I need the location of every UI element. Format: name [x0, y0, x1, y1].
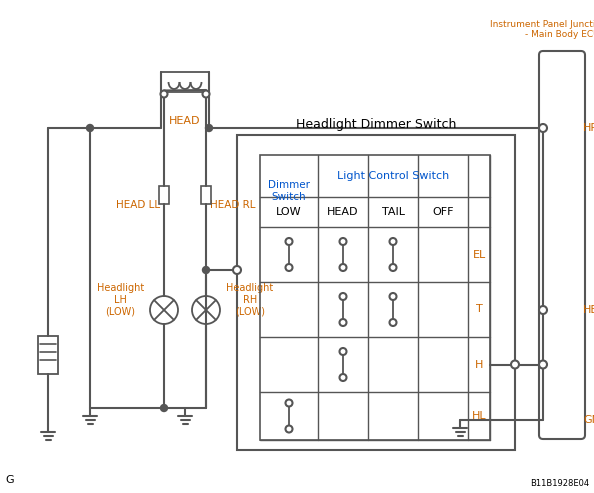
Circle shape — [340, 374, 346, 381]
Text: HEAD: HEAD — [327, 207, 359, 217]
Circle shape — [203, 267, 210, 274]
Circle shape — [340, 319, 346, 326]
Circle shape — [539, 124, 547, 132]
Circle shape — [390, 319, 397, 326]
Text: G: G — [5, 475, 14, 485]
Circle shape — [340, 348, 346, 355]
Bar — [260, 155, 490, 440]
Text: HL: HL — [472, 411, 486, 421]
Circle shape — [539, 306, 547, 314]
Text: T: T — [476, 305, 482, 315]
Bar — [38, 336, 58, 374]
Text: HRLY: HRLY — [583, 123, 594, 133]
Text: Headlight
LH
(LOW): Headlight LH (LOW) — [97, 283, 144, 317]
Text: Headlight Dimmer Switch: Headlight Dimmer Switch — [296, 118, 456, 131]
Text: Headlight
RH
(LOW): Headlight RH (LOW) — [226, 283, 273, 317]
Text: HEAD: HEAD — [169, 116, 201, 126]
Circle shape — [340, 293, 346, 300]
Text: OFF: OFF — [432, 207, 454, 217]
Circle shape — [539, 360, 547, 368]
Circle shape — [390, 293, 397, 300]
Text: HEAD: HEAD — [583, 305, 594, 315]
Text: TAIL: TAIL — [381, 207, 405, 217]
Circle shape — [286, 264, 292, 271]
Text: Light Control Switch: Light Control Switch — [337, 171, 449, 181]
Circle shape — [286, 399, 292, 407]
Circle shape — [160, 404, 168, 412]
Text: HEAD RL: HEAD RL — [210, 200, 255, 210]
Circle shape — [340, 238, 346, 245]
Circle shape — [87, 125, 93, 132]
Circle shape — [286, 238, 292, 245]
Circle shape — [390, 238, 397, 245]
Text: GND1: GND1 — [583, 415, 594, 425]
Circle shape — [390, 264, 397, 271]
Text: Dimmer
Switch: Dimmer Switch — [268, 180, 310, 202]
Circle shape — [203, 91, 210, 98]
Bar — [161, 72, 209, 92]
Text: HEAD LL: HEAD LL — [116, 200, 160, 210]
Text: Instrument Panel Junction Block: Instrument Panel Junction Block — [490, 20, 594, 29]
Bar — [237, 135, 515, 450]
Text: B11B1928E04: B11B1928E04 — [530, 479, 589, 488]
Text: LOW: LOW — [276, 207, 302, 217]
Circle shape — [286, 425, 292, 432]
Circle shape — [206, 125, 213, 132]
Circle shape — [511, 360, 519, 368]
Circle shape — [160, 91, 168, 98]
Bar — [159, 186, 169, 204]
Text: - Main Body ECU: - Main Body ECU — [525, 30, 594, 39]
Circle shape — [233, 266, 241, 274]
Text: EL: EL — [472, 249, 486, 259]
Circle shape — [340, 264, 346, 271]
Bar — [201, 186, 211, 204]
Text: H: H — [475, 359, 483, 369]
